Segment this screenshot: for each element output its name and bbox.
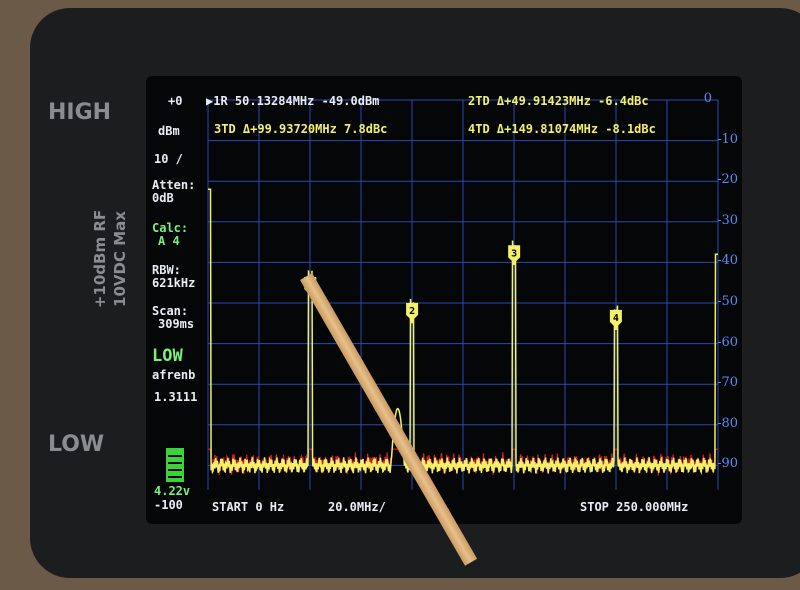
high-port-label: HIGH — [48, 100, 111, 125]
y-tick-label: -40 — [717, 253, 738, 268]
version: 1.3111 — [154, 390, 197, 404]
y-tick-label: -50 — [717, 294, 738, 309]
atten-value[interactable]: 0dB — [152, 191, 174, 205]
ref-level[interactable]: +0 — [168, 94, 182, 108]
mode[interactable]: LOW — [152, 346, 183, 366]
marker-number-2: 2 — [409, 306, 415, 317]
rbw-value[interactable]: 621kHz — [152, 276, 195, 290]
y-tick-label: -70 — [717, 375, 738, 390]
marker-4-readout[interactable]: 4TD Δ+149.81074MHz -8.1dBc — [468, 122, 656, 136]
bottom-level: -100 — [154, 498, 183, 512]
unit[interactable]: dBm — [158, 124, 180, 138]
rbw-label: RBW: — [152, 263, 181, 277]
rf-rating: +10dBm RF — [91, 189, 109, 329]
stop-frequency[interactable]: STOP 250.000MHz — [580, 500, 688, 514]
spectrum-screen: 1234 +0 dBm 10 / Atten: 0dB Calc: A 4 RB… — [146, 76, 742, 524]
y-tick-label: 0 — [704, 91, 712, 106]
scan-value[interactable]: 309ms — [158, 317, 194, 331]
calc-label: Calc: — [152, 221, 188, 235]
low-port-label: LOW — [48, 432, 104, 457]
y-tick-label: -10 — [717, 132, 738, 147]
y-tick-label: -30 — [717, 213, 738, 228]
y-tick-label: -20 — [717, 172, 738, 187]
marker-1-readout[interactable]: ▶1R 50.13284MHz -49.0dBm — [206, 94, 379, 108]
per-division: 20.0MHz/ — [328, 500, 386, 514]
mode-sub: afrenb — [152, 368, 195, 382]
scale[interactable]: 10 / — [154, 152, 183, 166]
battery-icon — [166, 448, 184, 482]
marker-3-readout[interactable]: 3TD Δ+99.93720MHz 7.8dBc — [214, 122, 387, 136]
atten-label: Atten: — [152, 178, 195, 192]
start-frequency[interactable]: START 0 Hz — [212, 500, 284, 514]
calc-value[interactable]: A 4 — [158, 234, 180, 248]
marker-number-4: 4 — [613, 313, 619, 324]
dc-rating: 10VDC Max — [111, 189, 129, 329]
y-tick-label: -60 — [717, 335, 738, 350]
spectrum-plot: 1234 — [146, 76, 742, 524]
y-tick-label: -80 — [717, 416, 738, 431]
y-tick-label: -90 — [717, 456, 738, 471]
marker-2-readout[interactable]: 2TD Δ+49.91423MHz -6.4dBc — [468, 94, 649, 108]
battery-voltage: 4.22v — [154, 484, 190, 498]
scan-label: Scan: — [152, 304, 188, 318]
marker-number-3: 3 — [511, 248, 517, 259]
